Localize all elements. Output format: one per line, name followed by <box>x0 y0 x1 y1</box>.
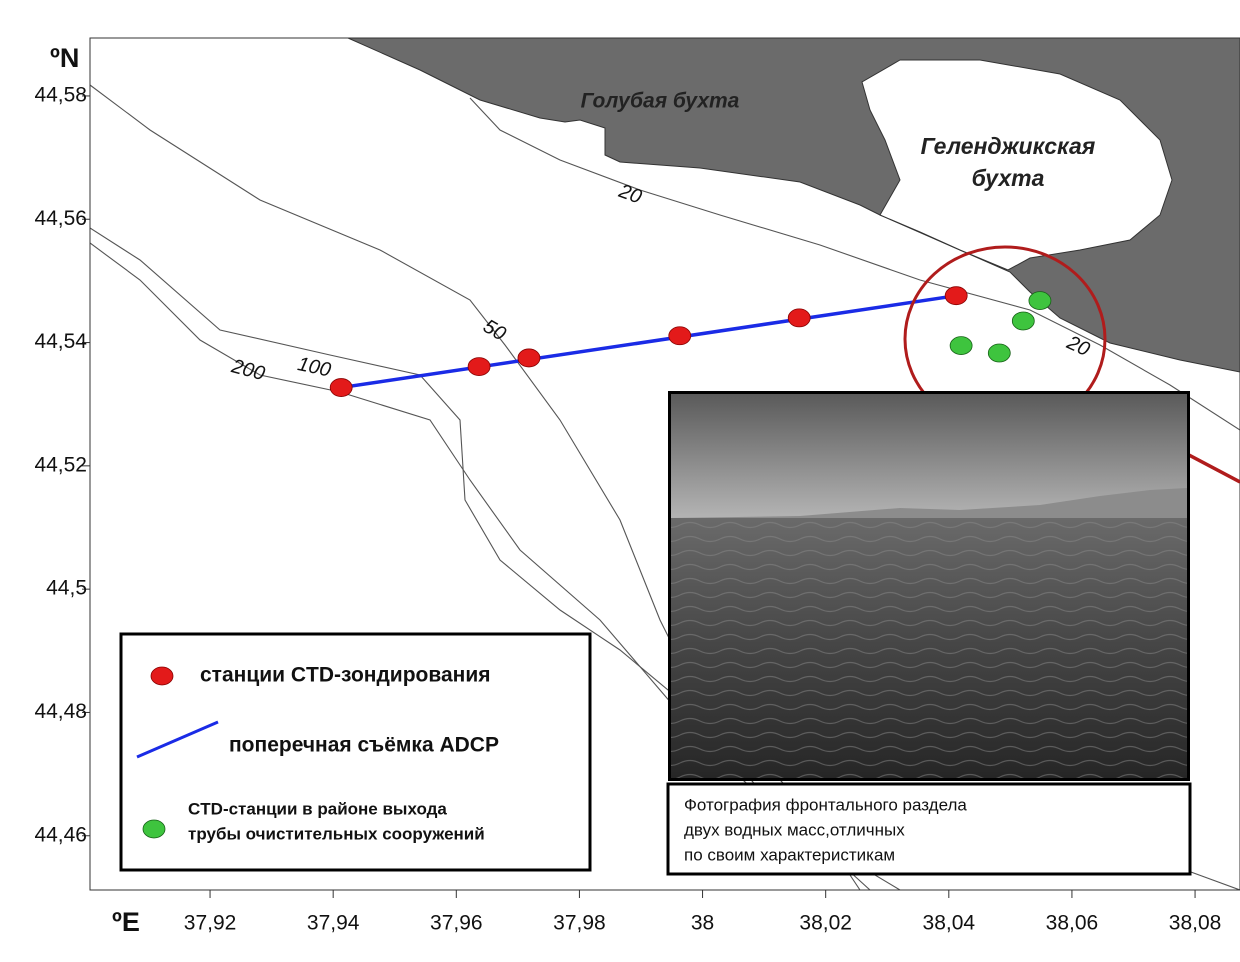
isobath-label: 100 <box>296 353 333 381</box>
map: Голубая бухта Геленджикская бухта 20 20 … <box>0 0 1240 957</box>
ctd-station <box>518 349 540 367</box>
x-tick-label: 38,08 <box>1169 912 1222 935</box>
legend-label: поперечная съёмка ADCP <box>229 734 499 757</box>
y-axis-label: ºN <box>50 43 79 73</box>
y-tick-label: 44,48 <box>34 700 87 723</box>
ctd-station <box>468 358 490 376</box>
place-label: Геленджикская <box>921 133 1096 159</box>
y-tick-label: 44,56 <box>34 207 87 230</box>
adcp-transect <box>341 296 956 388</box>
photo-waves <box>671 518 1187 778</box>
ctd-station <box>669 327 691 345</box>
legend-label: трубы очистительных сооружений <box>188 824 485 843</box>
stations <box>330 287 1051 397</box>
ctd-station <box>788 309 810 327</box>
x-tick-label: 38,04 <box>923 912 976 935</box>
x-tick-label: 38 <box>691 912 714 935</box>
x-tick-label: 38,06 <box>1046 912 1099 935</box>
isobath-label: 20 <box>1063 331 1093 361</box>
isobath-label: 200 <box>228 355 267 385</box>
y-tick-label: 44,52 <box>34 453 87 476</box>
isobath-label: 20 <box>615 180 644 209</box>
outfall-station <box>988 344 1010 362</box>
place-label: бухта <box>972 165 1045 191</box>
ctd-station <box>330 379 352 397</box>
x-tick-label: 37,98 <box>553 912 606 935</box>
x-tick-label: 38,02 <box>799 912 852 935</box>
isobath-label: 50 <box>479 315 509 345</box>
legend-symbol <box>143 820 165 838</box>
photo-caption: Фотография фронтального раздела <box>684 795 967 814</box>
y-tick-label: 44,54 <box>34 330 87 353</box>
y-tick-label: 44,46 <box>34 823 87 846</box>
outfall-station <box>950 337 972 355</box>
photo: Фотография фронтального раздела двух вод… <box>668 391 1190 874</box>
photo-caption: по своим характеристикам <box>684 845 895 864</box>
x-tick-label: 37,92 <box>184 912 237 935</box>
legend-label: станции CTD-зондирования <box>200 664 491 687</box>
place-label: Голубая бухта <box>581 90 740 113</box>
outfall-station <box>1029 292 1051 310</box>
y-tick-label: 44,58 <box>34 83 87 106</box>
legend: станции CTD-зондирования поперечная съём… <box>121 634 590 870</box>
x-axis-label: ºE <box>112 907 140 937</box>
x-tick-label: 37,96 <box>430 912 483 935</box>
y-tick-label: 44,5 <box>46 577 87 600</box>
legend-label: CTD-станции в районе выхода <box>188 799 447 818</box>
legend-symbol <box>151 667 173 685</box>
photo-caption: двух водных масс,отличных <box>684 820 905 839</box>
x-tick-label: 37,94 <box>307 912 360 935</box>
outfall-station <box>1012 312 1034 330</box>
ctd-station <box>945 287 967 305</box>
